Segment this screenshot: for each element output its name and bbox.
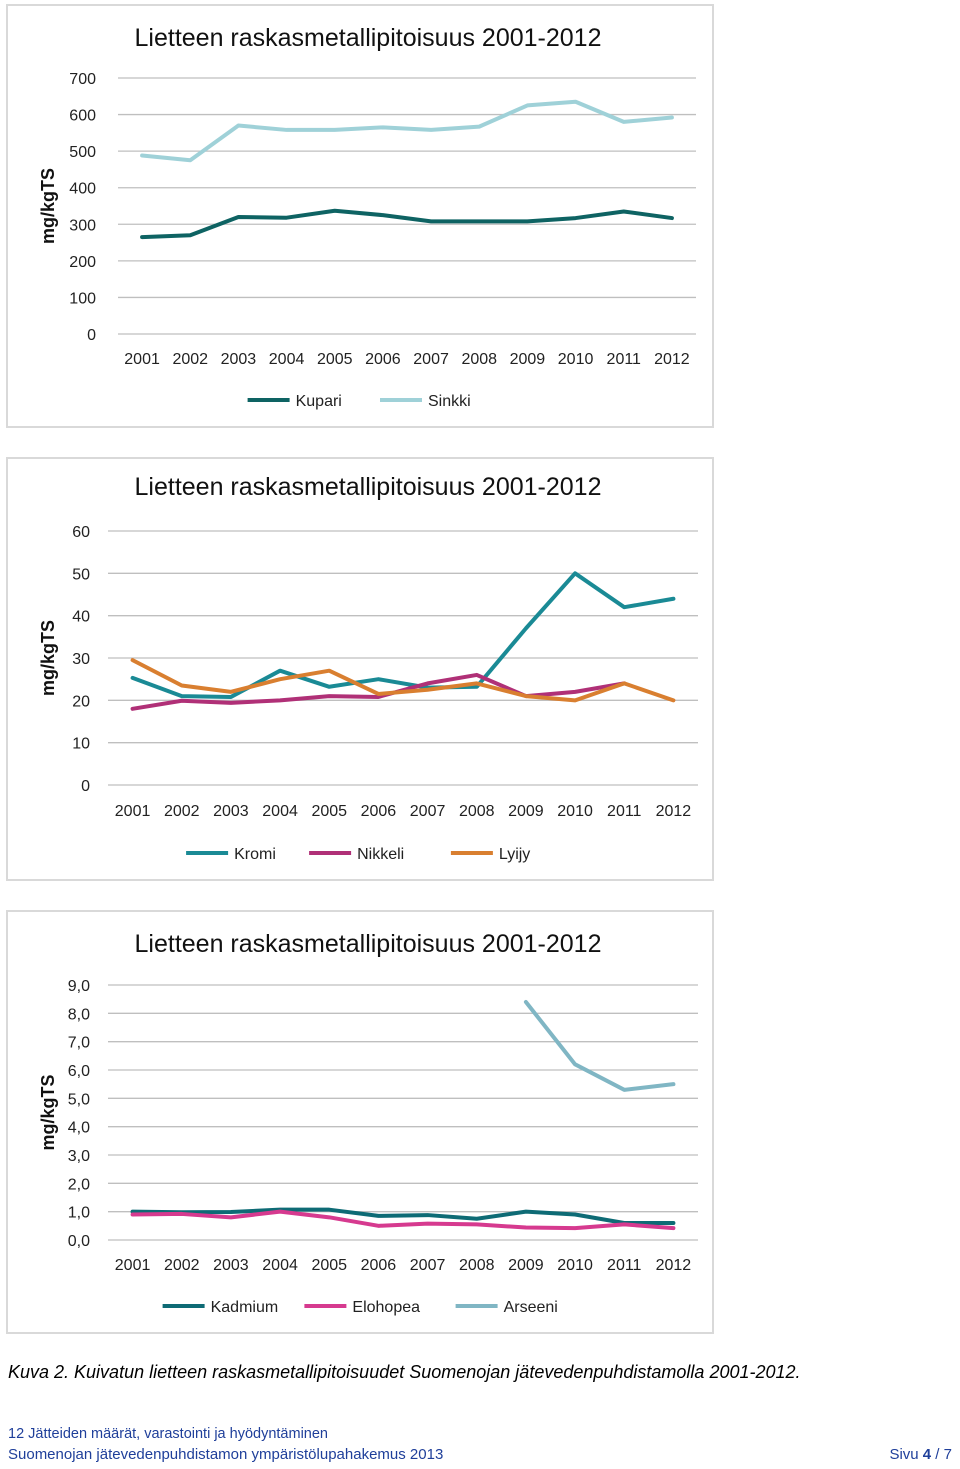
- series-line-kupari: [140, 208, 674, 240]
- y-tick-label: 2,0: [68, 1176, 90, 1193]
- y-tick-label: 20: [72, 693, 90, 710]
- series-line-nikkeli: [130, 672, 627, 711]
- y-tick-label: 50: [72, 566, 90, 583]
- chart-cadmium-mercury-arsenic: Lietteen raskasmetallipitoisuus 2001-201…: [6, 910, 714, 1334]
- legend-label: Elohopea: [352, 1299, 420, 1316]
- footer-page-prefix: Sivu: [889, 1446, 923, 1463]
- x-tick-label: 2011: [607, 351, 642, 368]
- x-tick-label: 2010: [558, 351, 594, 368]
- y-axis-label: mg/kgTS: [38, 1074, 58, 1150]
- y-tick-label: 100: [69, 290, 96, 307]
- x-tick-label: 2003: [221, 351, 257, 368]
- legend-label: Kadmium: [211, 1299, 279, 1316]
- y-tick-label: 700: [69, 71, 96, 88]
- x-tick-label: 2004: [262, 803, 298, 820]
- x-tick-label: 2002: [164, 803, 200, 820]
- chart-chromium-nickel-lead-svg: Lietteen raskasmetallipitoisuus 2001-201…: [38, 473, 698, 863]
- x-tick-label: 2009: [508, 1257, 544, 1274]
- chart-title: Lietteen raskasmetallipitoisuus 2001-201…: [135, 930, 602, 958]
- footer-section-title: 12 Jätteiden määrät, varastointi ja hyöd…: [8, 1426, 328, 1442]
- footer-document-title: Suomenojan jätevedenpuhdistamon ympärist…: [8, 1446, 444, 1463]
- series-line-lyijy: [130, 658, 676, 703]
- chart-title: Lietteen raskasmetallipitoisuus 2001-201…: [135, 24, 602, 52]
- series-line-arseeni: [523, 1000, 676, 1092]
- y-tick-label: 60: [72, 524, 90, 541]
- y-tick-label: 5,0: [68, 1091, 90, 1108]
- x-tick-label: 2005: [317, 351, 353, 368]
- x-tick-label: 2003: [213, 1257, 249, 1274]
- y-tick-label: 7,0: [68, 1035, 90, 1052]
- x-tick-label: 2005: [311, 803, 347, 820]
- series-line-kromi: [130, 571, 676, 699]
- figure-caption: Kuva 2. Kuivatun lietteen raskasmetallip…: [8, 1362, 801, 1382]
- x-tick-label: 2002: [172, 351, 208, 368]
- y-tick-label: 500: [69, 144, 96, 161]
- x-tick-label: 2003: [213, 803, 249, 820]
- chart-title: Lietteen raskasmetallipitoisuus 2001-201…: [135, 473, 602, 501]
- x-tick-label: 2011: [607, 1257, 642, 1274]
- footer-page-number: Sivu 4 / 7: [889, 1446, 952, 1463]
- legend-label: Kupari: [296, 393, 342, 410]
- x-tick-label: 2005: [311, 1257, 347, 1274]
- y-tick-label: 9,0: [68, 978, 90, 995]
- chart-copper-zinc-svg: Lietteen raskasmetallipitoisuus 2001-201…: [38, 24, 696, 410]
- y-tick-label: 0: [81, 778, 90, 795]
- chart-cadmium-mercury-arsenic-svg: Lietteen raskasmetallipitoisuus 2001-201…: [38, 930, 698, 1316]
- x-tick-label: 2012: [656, 1257, 692, 1274]
- y-tick-label: 1,0: [68, 1205, 90, 1222]
- y-tick-label: 0: [87, 327, 96, 344]
- x-tick-label: 2009: [510, 351, 546, 368]
- x-tick-label: 2008: [461, 351, 497, 368]
- x-tick-label: 2002: [164, 1257, 200, 1274]
- x-tick-label: 2007: [413, 351, 449, 368]
- y-tick-label: 400: [69, 181, 96, 198]
- y-tick-label: 10: [72, 736, 90, 753]
- legend-label: Nikkeli: [357, 846, 404, 863]
- y-tick-label: 600: [69, 108, 96, 125]
- x-tick-label: 2001: [115, 803, 151, 820]
- x-tick-label: 2009: [508, 803, 544, 820]
- x-tick-label: 2010: [557, 1257, 593, 1274]
- x-tick-label: 2006: [361, 1257, 397, 1274]
- y-tick-label: 8,0: [68, 1006, 90, 1023]
- chart-chromium-nickel-lead: Lietteen raskasmetallipitoisuus 2001-201…: [6, 457, 714, 881]
- x-tick-label: 2008: [459, 1257, 495, 1274]
- x-tick-label: 2007: [410, 1257, 446, 1274]
- footer-page-current: 4: [922, 1446, 932, 1463]
- y-tick-label: 40: [72, 609, 90, 626]
- legend-label: Lyijy: [499, 846, 530, 863]
- x-tick-label: 2001: [124, 351, 160, 368]
- series-line-sinkki: [140, 99, 674, 163]
- x-tick-label: 2008: [459, 803, 495, 820]
- y-axis-label: mg/kgTS: [38, 168, 58, 244]
- footer-page-total: 7: [943, 1446, 952, 1463]
- y-tick-label: 300: [69, 217, 96, 234]
- x-tick-label: 2012: [656, 803, 692, 820]
- x-tick-label: 2010: [557, 803, 593, 820]
- series-line-kadmium: [130, 1207, 676, 1225]
- y-tick-label: 6,0: [68, 1063, 90, 1080]
- y-tick-label: 30: [72, 651, 90, 668]
- legend-label: Arseeni: [504, 1299, 558, 1316]
- x-tick-label: 2012: [654, 351, 690, 368]
- x-tick-label: 2006: [361, 803, 397, 820]
- legend-label: Sinkki: [428, 393, 471, 410]
- chart-copper-zinc: Lietteen raskasmetallipitoisuus 2001-201…: [6, 4, 714, 428]
- y-tick-label: 0,0: [68, 1233, 90, 1250]
- y-tick-label: 200: [69, 254, 96, 271]
- x-tick-label: 2004: [262, 1257, 298, 1274]
- legend-label: Kromi: [234, 846, 276, 863]
- x-tick-label: 2006: [365, 351, 401, 368]
- y-tick-label: 3,0: [68, 1148, 90, 1165]
- series-line-elohopea: [130, 1209, 676, 1231]
- footer-page-sep: /: [931, 1446, 944, 1463]
- y-axis-label: mg/kgTS: [38, 620, 58, 696]
- x-tick-label: 2011: [607, 803, 642, 820]
- x-tick-label: 2004: [269, 351, 305, 368]
- x-tick-label: 2007: [410, 803, 446, 820]
- y-tick-label: 4,0: [68, 1120, 90, 1137]
- x-tick-label: 2001: [115, 1257, 151, 1274]
